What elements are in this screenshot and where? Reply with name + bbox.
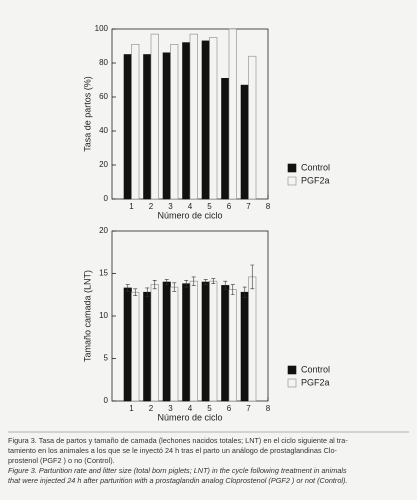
bar [228, 28, 237, 200]
y-axis-label: Tamaño camada (LNT) [82, 270, 92, 362]
y-tick-label: 5 [104, 354, 109, 363]
legend-swatch [287, 378, 297, 388]
error-bar [250, 264, 255, 290]
x-tick-label: 7 [246, 202, 251, 211]
x-tick-label: 8 [266, 202, 271, 211]
bar [189, 33, 198, 200]
error-bar [191, 276, 196, 286]
y-tick-label: 80 [99, 58, 108, 67]
x-tick-label: 4 [188, 404, 193, 413]
x-axis-label: Número de ciclo [157, 210, 222, 220]
caption-line: tamiento en los animales a los que se le… [8, 446, 338, 455]
y-axis-label: Tasa de partos (%) [82, 76, 92, 152]
error-bar [172, 282, 177, 292]
bar [209, 280, 218, 402]
error-bar [223, 280, 228, 290]
bar [123, 54, 132, 200]
x-tick-label: 5 [207, 404, 212, 413]
y-tick-label: 10 [99, 311, 108, 320]
bar [170, 286, 179, 402]
x-tick-label: 1 [129, 202, 134, 211]
y-tick-label: 0 [104, 194, 109, 203]
bar [201, 40, 210, 200]
bar [240, 291, 249, 402]
y-tick-label: 0 [104, 396, 109, 405]
bar [182, 283, 191, 402]
x-tick-label: 7 [246, 404, 251, 413]
bar [228, 289, 237, 402]
bar [209, 37, 218, 200]
error-bar [164, 279, 169, 285]
x-axis-label: Número de ciclo [157, 412, 222, 422]
bar [182, 42, 191, 200]
x-tick-label: 3 [168, 202, 173, 211]
legend-label: Control [301, 162, 330, 172]
error-bar [133, 288, 138, 296]
x-tick-label: 4 [188, 202, 193, 211]
error-bar [184, 280, 189, 288]
y-tick-label: 20 [99, 160, 108, 169]
bar [240, 84, 249, 200]
caption-line: prostenol (PGF2 ) o no (Control). [8, 456, 115, 465]
legend-swatch [287, 163, 297, 173]
error-bar [125, 284, 130, 292]
y-tick-label: 40 [99, 126, 108, 135]
x-tick-label: 3 [168, 404, 173, 413]
x-tick-label: 2 [149, 404, 154, 413]
caption-line: Figure 3. Parturition rate and litter si… [8, 466, 347, 475]
bar [143, 54, 152, 200]
error-bar [203, 279, 208, 285]
bar [221, 78, 230, 200]
legend-label: Control [301, 364, 330, 374]
error-bar [145, 287, 150, 297]
bar [248, 55, 257, 200]
x-tick-label: 8 [266, 404, 271, 413]
error-bar [242, 286, 247, 298]
bar [201, 281, 210, 402]
x-tick-label: 1 [129, 404, 134, 413]
bar [131, 43, 140, 200]
bar [221, 285, 230, 402]
bar [170, 43, 179, 200]
x-tick-label: 2 [149, 202, 154, 211]
legend-swatch [287, 176, 297, 186]
y-tick-label: 60 [99, 92, 108, 101]
bar [189, 280, 198, 402]
caption-line: Figura 3. Tasa de partos y tamaño de cam… [8, 436, 348, 445]
legend-label: PGF2a [301, 377, 330, 387]
x-tick-label: 6 [227, 404, 232, 413]
y-tick-label: 100 [95, 24, 109, 33]
bar [143, 291, 152, 402]
y-tick-label: 15 [99, 269, 108, 278]
error-bar [152, 280, 157, 290]
bar [162, 52, 171, 200]
bar [123, 287, 132, 402]
x-tick-label: 6 [227, 202, 232, 211]
bar [248, 276, 257, 402]
legend-label: PGF2a [301, 175, 330, 185]
bar [131, 291, 140, 402]
x-tick-label: 5 [207, 202, 212, 211]
y-tick-label: 20 [99, 226, 108, 235]
legend-swatch [287, 365, 297, 375]
error-bar [211, 278, 216, 284]
bar [150, 284, 159, 402]
bar [150, 33, 159, 200]
error-bar [230, 284, 235, 296]
bar [162, 281, 171, 402]
caption-line: that were injected 24 h after parturitio… [8, 476, 347, 485]
